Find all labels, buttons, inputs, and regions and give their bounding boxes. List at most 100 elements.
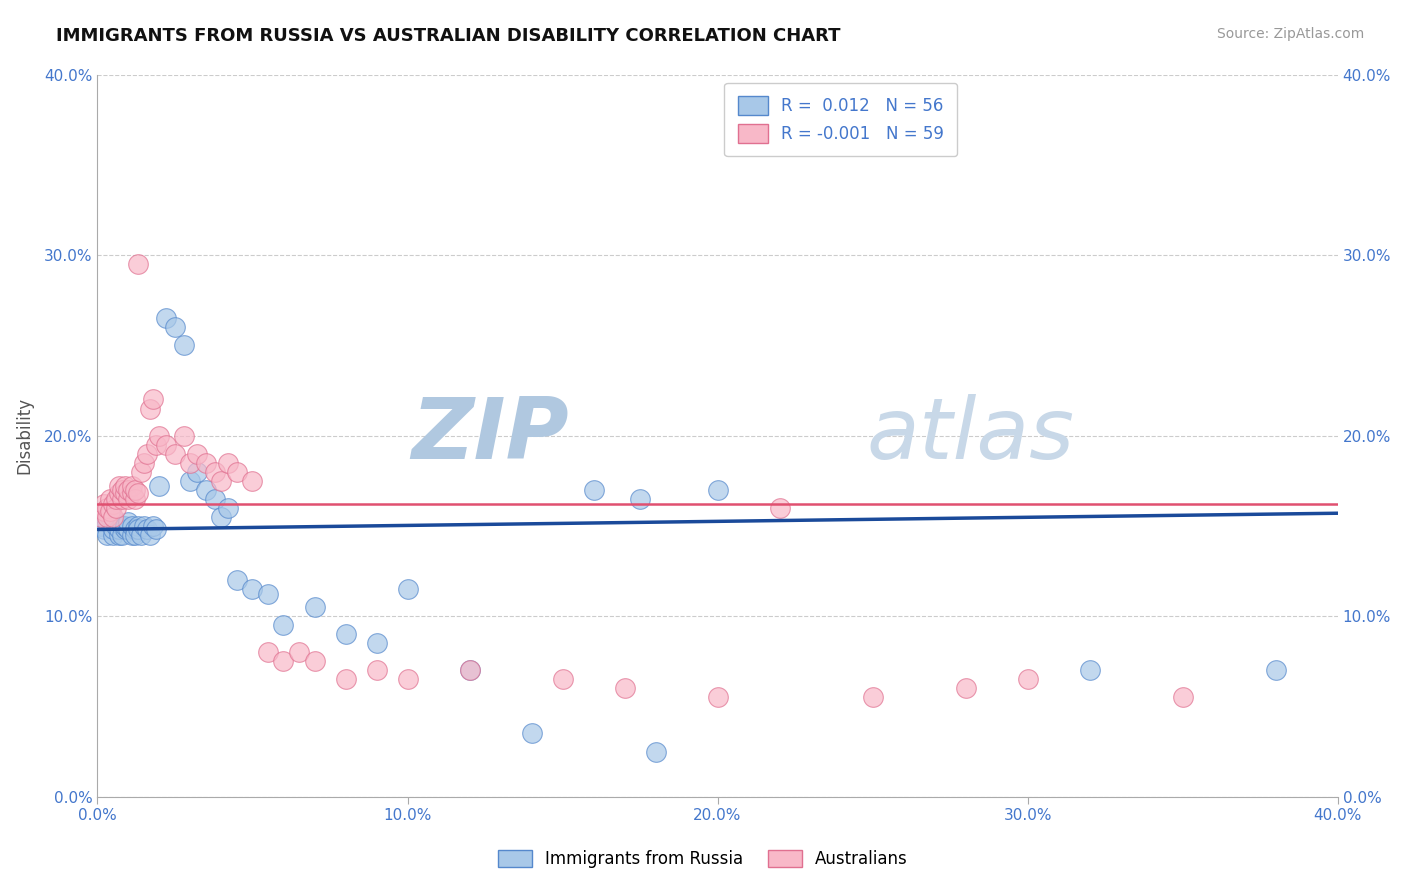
Point <box>179 474 201 488</box>
Point <box>121 528 143 542</box>
Point <box>132 456 155 470</box>
Point <box>273 618 295 632</box>
Point <box>304 654 326 668</box>
Point <box>186 465 208 479</box>
Point <box>273 654 295 668</box>
Text: Source: ZipAtlas.com: Source: ZipAtlas.com <box>1216 27 1364 41</box>
Point <box>142 392 165 407</box>
Point <box>93 523 115 537</box>
Point <box>105 500 128 515</box>
Point <box>132 519 155 533</box>
Point <box>101 509 124 524</box>
Point <box>124 491 146 506</box>
Point <box>96 515 118 529</box>
Point <box>396 673 419 687</box>
Point <box>862 690 884 705</box>
Point <box>136 523 159 537</box>
Point <box>304 600 326 615</box>
Point <box>706 690 728 705</box>
Point <box>768 500 790 515</box>
Point <box>955 681 977 696</box>
Point <box>127 523 149 537</box>
Point <box>108 486 131 500</box>
Point <box>145 523 167 537</box>
Point <box>148 428 170 442</box>
Point <box>101 497 124 511</box>
Point <box>114 486 136 500</box>
Point <box>105 515 128 529</box>
Point <box>101 523 124 537</box>
Point <box>108 479 131 493</box>
Point <box>211 474 233 488</box>
Point <box>644 745 666 759</box>
Text: ZIP: ZIP <box>411 394 569 477</box>
Point <box>121 486 143 500</box>
Point <box>111 528 134 542</box>
Point <box>117 491 139 506</box>
Point <box>551 673 574 687</box>
Point <box>114 479 136 493</box>
Point <box>396 582 419 596</box>
Point <box>628 491 651 506</box>
Point <box>613 681 636 696</box>
Point <box>211 509 233 524</box>
Point <box>101 528 124 542</box>
Point <box>1078 663 1101 677</box>
Point <box>117 515 139 529</box>
Point <box>114 519 136 533</box>
Point <box>98 509 121 524</box>
Point <box>96 500 118 515</box>
Point <box>96 509 118 524</box>
Point <box>129 528 152 542</box>
Point <box>173 338 195 352</box>
Point <box>121 519 143 533</box>
Point <box>257 645 280 659</box>
Point <box>242 474 264 488</box>
Point <box>111 491 134 506</box>
Point <box>117 483 139 497</box>
Point <box>139 401 162 416</box>
Point <box>242 582 264 596</box>
Point <box>217 456 239 470</box>
Point <box>366 636 388 650</box>
Point <box>124 523 146 537</box>
Text: IMMIGRANTS FROM RUSSIA VS AUSTRALIAN DISABILITY CORRELATION CHART: IMMIGRANTS FROM RUSSIA VS AUSTRALIAN DIS… <box>56 27 841 45</box>
Point <box>108 528 131 542</box>
Point <box>145 437 167 451</box>
Point <box>1264 663 1286 677</box>
Point <box>111 483 134 497</box>
Point <box>98 504 121 518</box>
Point <box>204 491 226 506</box>
Point <box>335 673 357 687</box>
Point <box>108 523 131 537</box>
Point <box>204 465 226 479</box>
Point <box>124 483 146 497</box>
Point <box>257 587 280 601</box>
Point <box>121 479 143 493</box>
Point <box>111 519 134 533</box>
Point <box>173 428 195 442</box>
Point <box>127 519 149 533</box>
Point <box>127 257 149 271</box>
Point <box>163 447 186 461</box>
Point <box>458 663 481 677</box>
Point <box>195 483 218 497</box>
Point <box>98 491 121 506</box>
Point <box>163 320 186 334</box>
Point <box>90 519 112 533</box>
Point <box>217 500 239 515</box>
Legend: Immigrants from Russia, Australians: Immigrants from Russia, Australians <box>492 843 914 875</box>
Point <box>179 456 201 470</box>
Point <box>93 497 115 511</box>
Point <box>1171 690 1194 705</box>
Point <box>366 663 388 677</box>
Point <box>226 465 249 479</box>
Point <box>127 486 149 500</box>
Legend: R =  0.012   N = 56, R = -0.001   N = 59: R = 0.012 N = 56, R = -0.001 N = 59 <box>724 83 957 156</box>
Point <box>114 523 136 537</box>
Point <box>582 483 605 497</box>
Point <box>139 528 162 542</box>
Point <box>96 528 118 542</box>
Point <box>155 437 177 451</box>
Point <box>335 627 357 641</box>
